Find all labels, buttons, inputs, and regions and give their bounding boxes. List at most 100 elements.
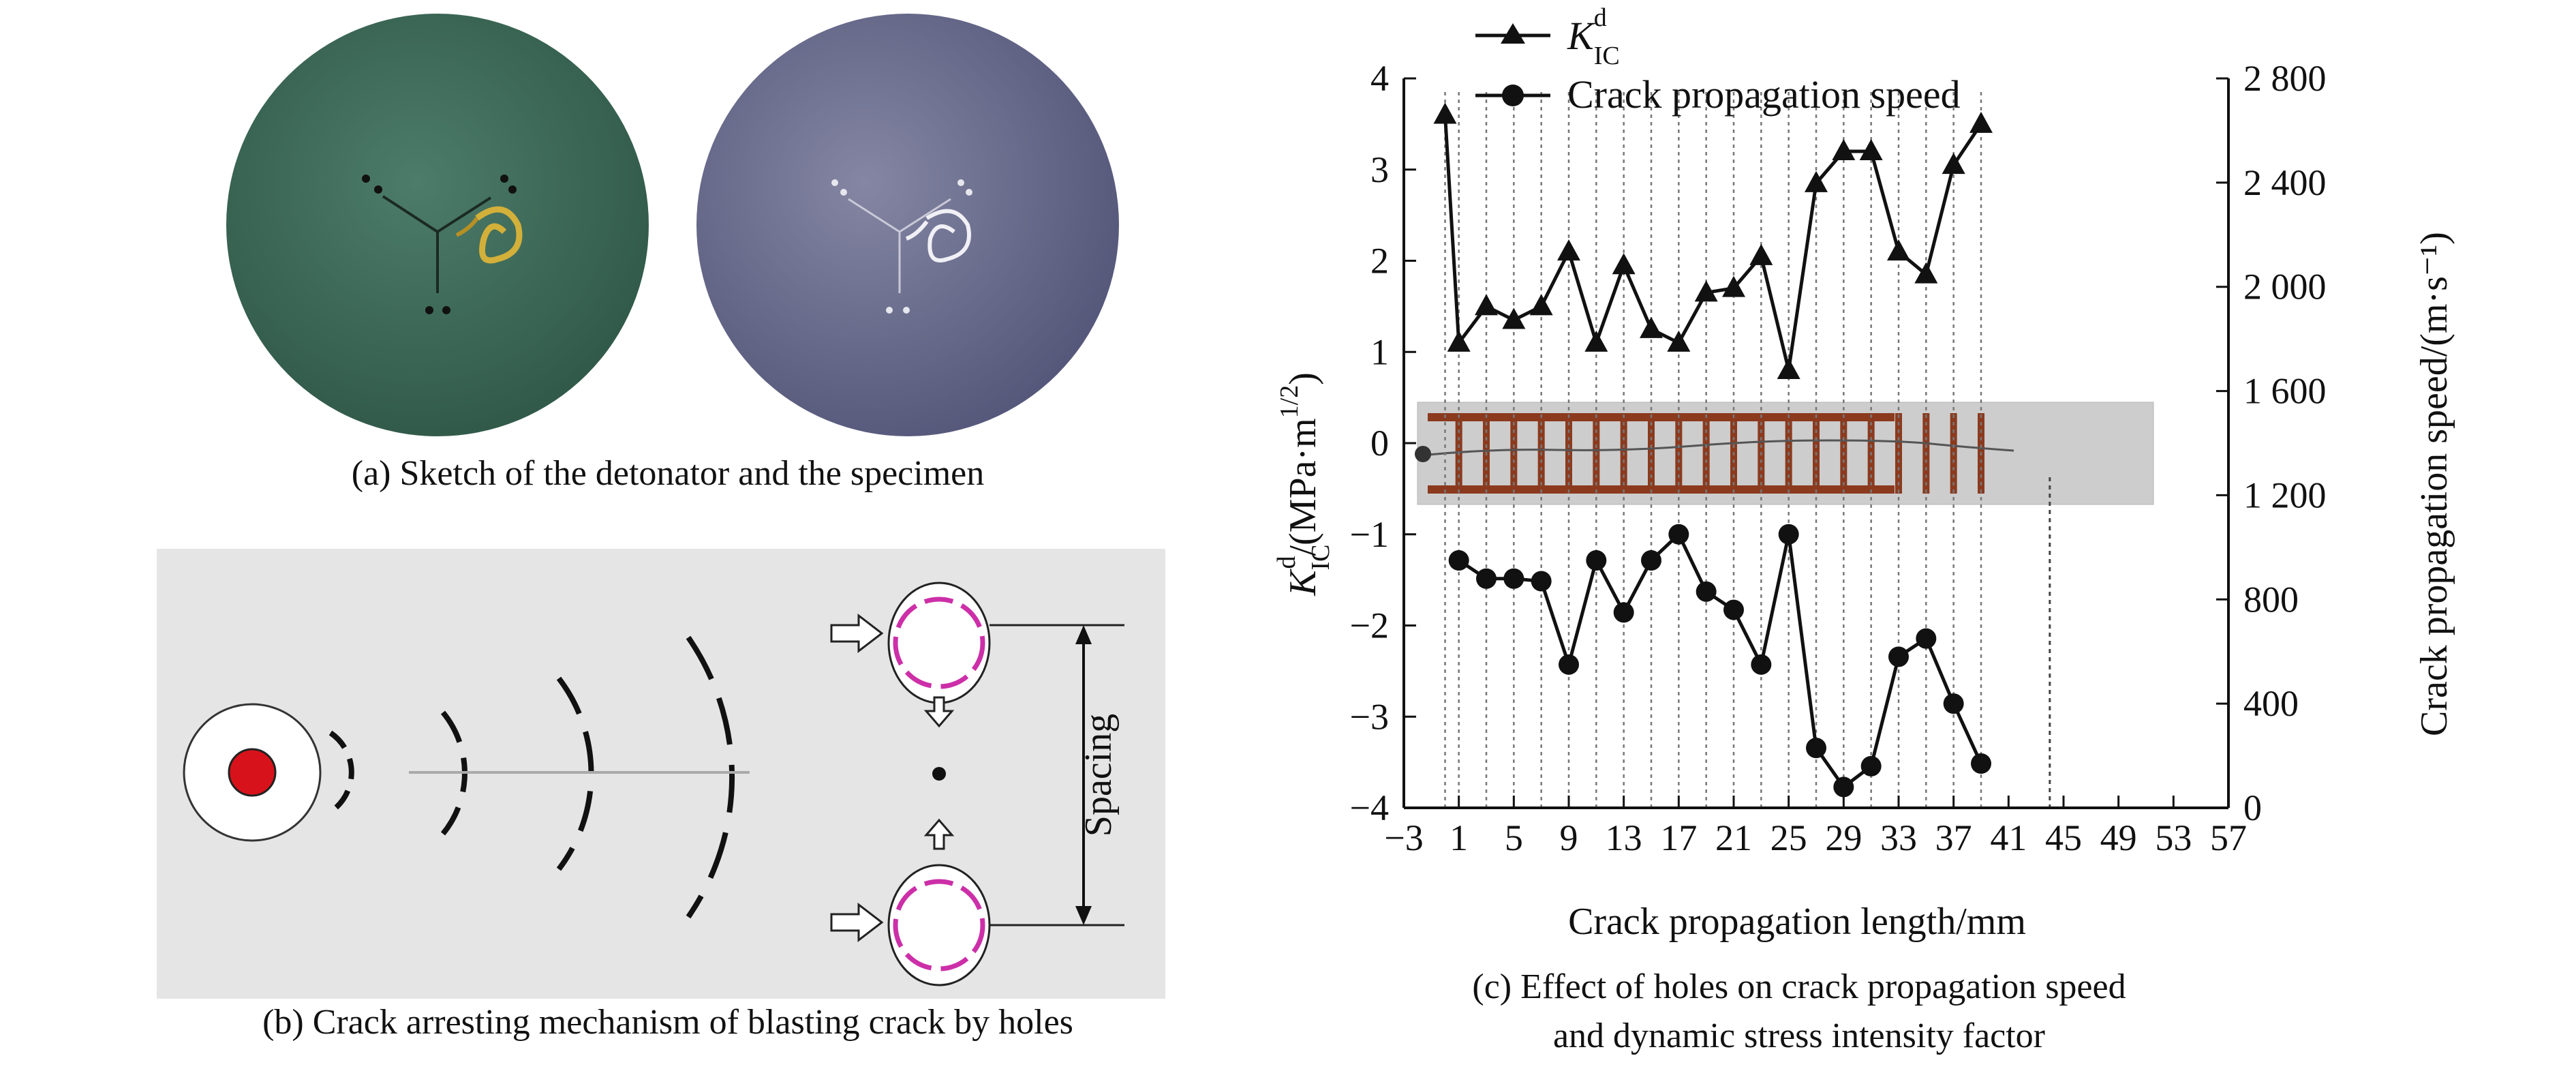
speed-data-point xyxy=(1943,693,1964,714)
legend-triangle-marker xyxy=(1501,23,1525,44)
x-tick-label: −3 xyxy=(1384,817,1423,858)
k-data-point xyxy=(1805,170,1828,192)
speed-data-point xyxy=(1778,524,1799,545)
midpoint-dot xyxy=(932,767,946,781)
up-arrow xyxy=(923,818,955,850)
x-tick-label: 45 xyxy=(2045,817,2082,858)
y-tick-label-right: 0 xyxy=(2243,787,2262,828)
y-tick-label-left: 2 xyxy=(1370,241,1389,282)
k-data-point xyxy=(1529,294,1553,316)
k-data-point xyxy=(1749,243,1773,265)
x-tick-label: 13 xyxy=(1606,817,1642,858)
y-tick-label-left: 4 xyxy=(1370,58,1389,99)
stress-wave-1 xyxy=(328,730,354,815)
speed-data-point xyxy=(1531,571,1552,592)
x-tick-label: 33 xyxy=(1880,817,1917,858)
k-data-point xyxy=(1887,239,1910,261)
speed-data-point xyxy=(1448,549,1469,571)
k-data-point xyxy=(1584,330,1608,352)
speed-data-point xyxy=(1696,581,1717,602)
speed-data-point xyxy=(1833,776,1854,798)
x-tick-label: 1 xyxy=(1450,817,1468,858)
speed-data-point xyxy=(1613,602,1634,623)
crack-trace xyxy=(1420,439,2014,457)
crack-chart: −3 1 5 9 13 17 21 25 29 33 37 41 45 49 53 57−4−3−2−1012… xyxy=(1350,3,2455,943)
x-tick-label: 41 xyxy=(1990,817,2027,858)
x-tick-label: 9 xyxy=(1560,817,1578,858)
y-axis-title-right: Crack propagation speed/(m·s⁻¹) xyxy=(2413,232,2455,736)
y-tick-label-left: 0 xyxy=(1370,423,1389,464)
y-tick-label-right: 1 600 xyxy=(2243,371,2327,412)
y-tick-label-right: 2 800 xyxy=(2243,58,2327,99)
k-data-point xyxy=(1694,280,1718,302)
caption-c-line1: (c) Effect of holes on crack propagation… xyxy=(1472,967,2126,1006)
stress-wave-4 xyxy=(686,635,735,919)
left-arrow-lower xyxy=(830,902,884,943)
k-data-point xyxy=(1969,111,1993,133)
k-data-point xyxy=(1640,316,1663,338)
caption-c-line2: and dynamic stress intensity factor xyxy=(1552,1016,2046,1055)
k-series-line xyxy=(1443,115,1983,371)
y-tick-label-left: −4 xyxy=(1350,787,1389,828)
x-tick-label: 25 xyxy=(1770,817,1807,858)
speed-data-point xyxy=(1751,654,1772,675)
specimen-photos xyxy=(226,14,1119,436)
x-tick-label: 57 xyxy=(2210,817,2247,858)
y-tick-label-left: −1 xyxy=(1350,514,1389,555)
x-tick-label: 5 xyxy=(1505,817,1523,858)
svg-text:KICd/(MPa·m1/2): KICd/(MPa·m1/2) xyxy=(1272,372,1335,597)
legend-label-k: KICd xyxy=(1567,3,1620,70)
k-data-point xyxy=(1557,239,1580,261)
speed-data-point xyxy=(1668,524,1689,545)
x-tick-label: 29 xyxy=(1825,817,1862,858)
explosive-charge xyxy=(228,748,277,797)
y-tick-label-right: 2 000 xyxy=(2243,267,2327,307)
legend-label-speed: Crack propagation speed xyxy=(1567,72,1961,117)
detonator-specimen-disk xyxy=(226,14,649,436)
speed-data-point xyxy=(1971,753,1991,774)
down-arrow xyxy=(923,696,955,728)
spacing-label: Spacing xyxy=(1077,714,1120,836)
speed-data-point xyxy=(1860,755,1882,776)
k-data-point xyxy=(1502,307,1526,329)
k-data-point xyxy=(1667,330,1691,352)
y-tick-label-right: 800 xyxy=(2243,579,2299,620)
caption-b: (b) Crack arresting mechanism of blastin… xyxy=(262,1003,1073,1042)
speed-data-point xyxy=(1806,738,1826,759)
y-tick-label-left: −3 xyxy=(1350,696,1389,737)
k-data-point xyxy=(1612,253,1636,275)
x-axis-title: Crack propagation length/mm xyxy=(1568,901,2026,943)
speed-data-point xyxy=(1641,549,1661,571)
y-tick-label-right: 2 400 xyxy=(2243,162,2327,203)
k-data-point xyxy=(1942,153,1965,175)
speed-data-point xyxy=(1723,599,1744,620)
x-tick-label: 49 xyxy=(2100,817,2137,858)
speed-data-point xyxy=(1916,628,1937,649)
k-data-point xyxy=(1914,262,1938,284)
speed-data-point xyxy=(1586,549,1607,571)
blasted-specimen-disk xyxy=(696,14,1119,436)
x-tick-label: 21 xyxy=(1715,817,1752,858)
k-data-point xyxy=(1433,102,1457,124)
crack-arrest-sketch: Spacing xyxy=(157,549,1165,999)
y-tick-label-right: 400 xyxy=(2243,683,2299,724)
k-data-point xyxy=(1832,139,1856,160)
legend-circle-marker xyxy=(1502,85,1524,106)
upper-arrest-hole xyxy=(887,582,991,704)
chart-legend: KICd Crack propagation speed xyxy=(1475,3,1961,117)
k-data-point xyxy=(1777,358,1800,379)
y-axis-title-left-svg: KICd/(MPa·m1/2) xyxy=(1272,372,1335,597)
speed-data-point xyxy=(1476,568,1497,589)
blast-point xyxy=(1415,446,1431,462)
lower-arrest-hole xyxy=(887,864,991,986)
caption-a: (a) Sketch of the detonator and the spec… xyxy=(351,454,985,493)
speed-data-point xyxy=(1503,568,1524,589)
y-tick-label-left: 1 xyxy=(1370,331,1389,372)
k-data-point xyxy=(1447,330,1471,352)
speed-data-point xyxy=(1559,654,1579,675)
speed-series-line xyxy=(1458,531,1983,789)
speed-data-point xyxy=(1888,646,1909,667)
y-tick-label-right: 1 200 xyxy=(2243,474,2327,515)
k-data-point xyxy=(1859,139,1883,160)
x-tick-label: 17 xyxy=(1660,817,1697,858)
